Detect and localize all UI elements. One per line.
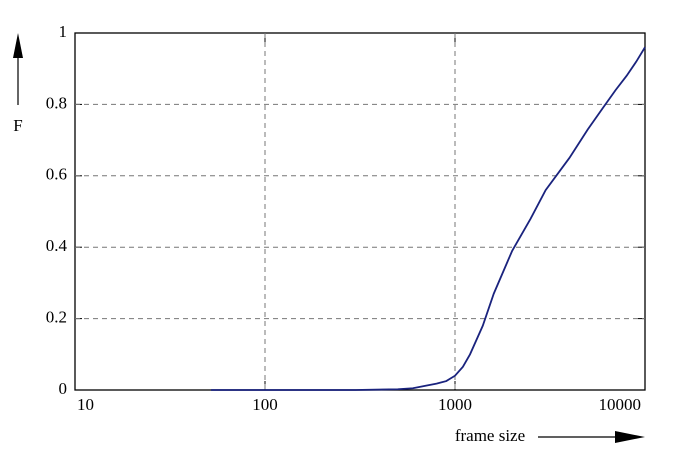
y-tick-label: 0.4 (46, 236, 68, 255)
plot-frame (74, 32, 646, 391)
y-tick-label: 0 (59, 379, 68, 398)
y-tick-label: 0.8 (46, 93, 67, 112)
x-tick-label: 100 (252, 395, 278, 414)
x-tick-label: 1000 (438, 395, 472, 414)
y-arrow-head (13, 33, 23, 58)
x-tick-label: 10000 (599, 395, 642, 414)
x-arrow-head (615, 431, 645, 443)
line (211, 46, 646, 391)
y-tick-label: 0.2 (46, 308, 67, 327)
y-tick-label: 0.6 (46, 165, 67, 184)
y-axis-label: F (13, 116, 22, 135)
y-tick-label: 1 (59, 22, 68, 41)
x-axis-label: frame size (455, 426, 525, 445)
x-tick-label: 10 (77, 395, 94, 414)
